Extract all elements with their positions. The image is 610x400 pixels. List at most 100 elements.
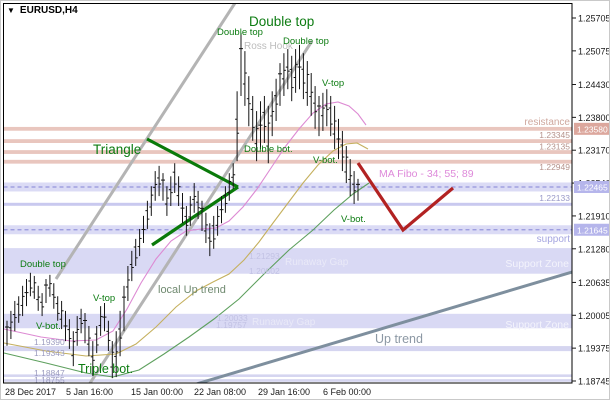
price-bar	[114, 331, 119, 378]
pattern-label-double-top-right: Double top	[283, 36, 329, 47]
price-bar	[86, 325, 91, 357]
pattern-label-v-top-left: V-top	[93, 293, 115, 304]
support-line-4	[3, 374, 572, 377]
pattern-label-v-bot-last: V-bot.	[341, 214, 366, 225]
y-axis-label: 1.18745	[578, 377, 610, 387]
level-label-resistance: resistance	[524, 117, 570, 128]
support-line-2-price-label: 1.19390	[34, 337, 65, 347]
x-axis-label: 29 Jan 16:00	[258, 387, 310, 397]
y-axis-label: 1.20005	[578, 311, 610, 321]
price-bar	[231, 163, 236, 189]
price-bar	[161, 173, 165, 201]
price-bar	[44, 279, 48, 304]
support-line-4-price-label: 1.18847	[34, 368, 65, 378]
price-bar	[254, 111, 259, 162]
price-badge-current: 1.22465	[574, 180, 609, 193]
support-line-main-band	[3, 225, 572, 235]
price-badge-current-text: 1.22465	[577, 182, 608, 192]
price-bar	[137, 228, 142, 257]
price-bar	[79, 308, 84, 334]
chart-dropdown-icon[interactable]: ▼	[7, 5, 15, 15]
price-bar	[258, 101, 263, 150]
price-badge-resistance-bg	[574, 122, 609, 135]
price-bar	[235, 91, 240, 162]
ma-line-ma-34	[3, 101, 367, 342]
support-line-5-price-label: 1.18755	[34, 375, 65, 385]
price-bar	[75, 316, 80, 346]
price-bar	[149, 186, 154, 216]
pattern-label-v-bot-left: V-bot.	[36, 321, 61, 332]
x-axis-label: 6 Feb 00:00	[323, 387, 371, 397]
price-bar	[180, 192, 185, 224]
price-bar	[328, 95, 333, 137]
price-bar	[40, 293, 45, 317]
support-zone-upper-label: Support Zone	[505, 258, 569, 270]
pattern-label-triple-bot: Triple bot.	[78, 362, 133, 376]
price-bar	[352, 171, 357, 204]
price-bar	[309, 73, 314, 116]
price-bar	[16, 296, 21, 323]
y-axis-label: 1.21910	[578, 211, 610, 221]
price-bar	[59, 300, 64, 330]
price-bar	[305, 61, 310, 106]
price-bar	[110, 341, 115, 379]
up-trend-line	[194, 270, 572, 383]
price-bar	[168, 176, 173, 207]
red-projection-line	[356, 162, 455, 233]
price-bar	[289, 55, 294, 102]
y-axis-label: 1.20635	[578, 278, 610, 288]
price-badge-support: 1.21645	[574, 223, 609, 236]
price-bar	[133, 238, 138, 266]
price-bar	[278, 63, 282, 106]
price-bar	[71, 331, 76, 367]
price-bar	[24, 279, 29, 307]
price-bar	[47, 274, 52, 297]
price-bar	[266, 105, 271, 164]
support-zone-upper-bottom-price-label: 1.20802	[249, 266, 280, 276]
symbol-timeframe-label: ▼ EURUSD,H4	[7, 5, 78, 16]
resistance-line-3	[3, 159, 572, 164]
resistance-line-1	[3, 139, 572, 143]
y-axis-label: 1.25705	[578, 14, 610, 24]
price-bar	[203, 212, 208, 244]
price-bar	[141, 215, 146, 244]
price-bar	[285, 49, 290, 90]
support-zone-lower-top-price-label: 1.20033	[217, 313, 248, 323]
price-bar	[262, 95, 267, 143]
price-bar	[242, 51, 247, 106]
indicator-label-ma-fibo: MA Fibo - 34; 55; 89	[379, 168, 474, 180]
pattern-label-v-bot-mid: V-bot.	[313, 155, 338, 166]
price-bar	[94, 325, 99, 354]
price-bar	[281, 53, 286, 96]
plot-group	[3, 3, 572, 383]
price-bar	[293, 49, 298, 93]
y-axis-label: 1.21280	[578, 244, 610, 254]
symbol-text: EURUSD,H4	[19, 5, 78, 16]
ma-line-ma-89	[3, 182, 370, 378]
y-axis-label: 1.23800	[578, 113, 610, 123]
support-zone-lower	[3, 313, 572, 329]
price-bar	[90, 341, 95, 377]
level-label-support: support	[537, 234, 571, 245]
price-badge-resistance: 1.23580	[574, 122, 609, 135]
pattern-label-double-top-far-left: Double top	[20, 259, 66, 270]
support-line-2	[3, 346, 572, 349]
price-bar	[184, 206, 189, 236]
price-bar	[317, 95, 321, 137]
pattern-label-v-top-right: V-top	[322, 78, 344, 89]
price-bar	[336, 118, 341, 160]
support-zone-upper-top-price-label: 1.21293	[249, 251, 280, 261]
pattern-label-triangle: Triangle	[93, 142, 141, 157]
price-bar	[129, 250, 134, 282]
resistance-line-1-price-label: 1.23345	[539, 130, 570, 140]
price-bar	[157, 165, 162, 197]
price-bar	[67, 319, 72, 349]
price-bar	[301, 53, 306, 100]
price-bar	[200, 200, 204, 232]
resistance-line-3-price-label: 1.22949	[539, 162, 570, 172]
price-badge-support-text: 1.21645	[577, 225, 608, 235]
support-zone-lower-runaway-gap-label: Runaway Gap	[252, 317, 316, 328]
price-bar	[83, 312, 87, 344]
